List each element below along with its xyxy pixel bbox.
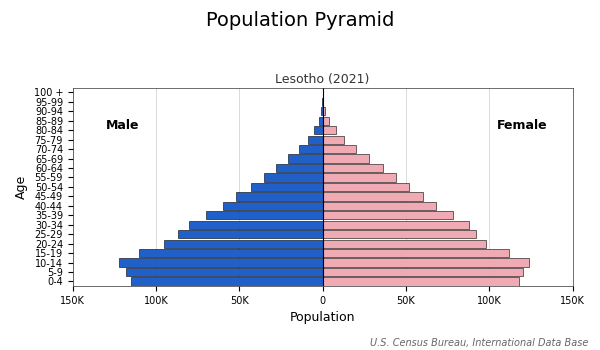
Y-axis label: Age: Age — [15, 175, 28, 199]
Bar — [308, 135, 323, 144]
Bar — [322, 107, 323, 116]
Bar — [276, 164, 323, 172]
Bar — [323, 154, 370, 163]
Bar — [323, 183, 409, 191]
Bar — [323, 107, 325, 116]
Text: Male: Male — [106, 119, 140, 132]
Bar — [323, 268, 523, 276]
Bar — [164, 239, 323, 248]
Bar — [178, 230, 323, 238]
Bar — [323, 239, 486, 248]
Bar — [323, 249, 509, 257]
Bar — [323, 126, 336, 134]
Bar — [223, 202, 323, 210]
Bar — [314, 126, 323, 134]
Bar — [119, 258, 323, 267]
Text: Population Pyramid: Population Pyramid — [206, 10, 394, 29]
Bar — [236, 192, 323, 201]
Bar — [323, 192, 422, 201]
Bar — [323, 230, 476, 238]
Bar — [299, 145, 323, 153]
Bar — [323, 135, 344, 144]
Text: Female: Female — [497, 119, 548, 132]
Bar — [323, 117, 329, 125]
Bar — [206, 211, 323, 219]
Bar — [323, 258, 529, 267]
Bar — [319, 117, 323, 125]
Bar — [323, 173, 396, 182]
Bar — [265, 173, 323, 182]
Bar — [251, 183, 323, 191]
Bar — [131, 277, 323, 286]
Bar — [287, 154, 323, 163]
Bar — [323, 202, 436, 210]
Title: Lesotho (2021): Lesotho (2021) — [275, 74, 370, 86]
Bar — [323, 277, 519, 286]
X-axis label: Population: Population — [290, 312, 355, 324]
Bar — [323, 164, 383, 172]
Text: U.S. Census Bureau, International Data Base: U.S. Census Bureau, International Data B… — [370, 338, 588, 348]
Bar — [126, 268, 323, 276]
Bar — [323, 211, 452, 219]
Bar — [323, 145, 356, 153]
Bar — [323, 220, 469, 229]
Bar — [190, 220, 323, 229]
Bar — [139, 249, 323, 257]
